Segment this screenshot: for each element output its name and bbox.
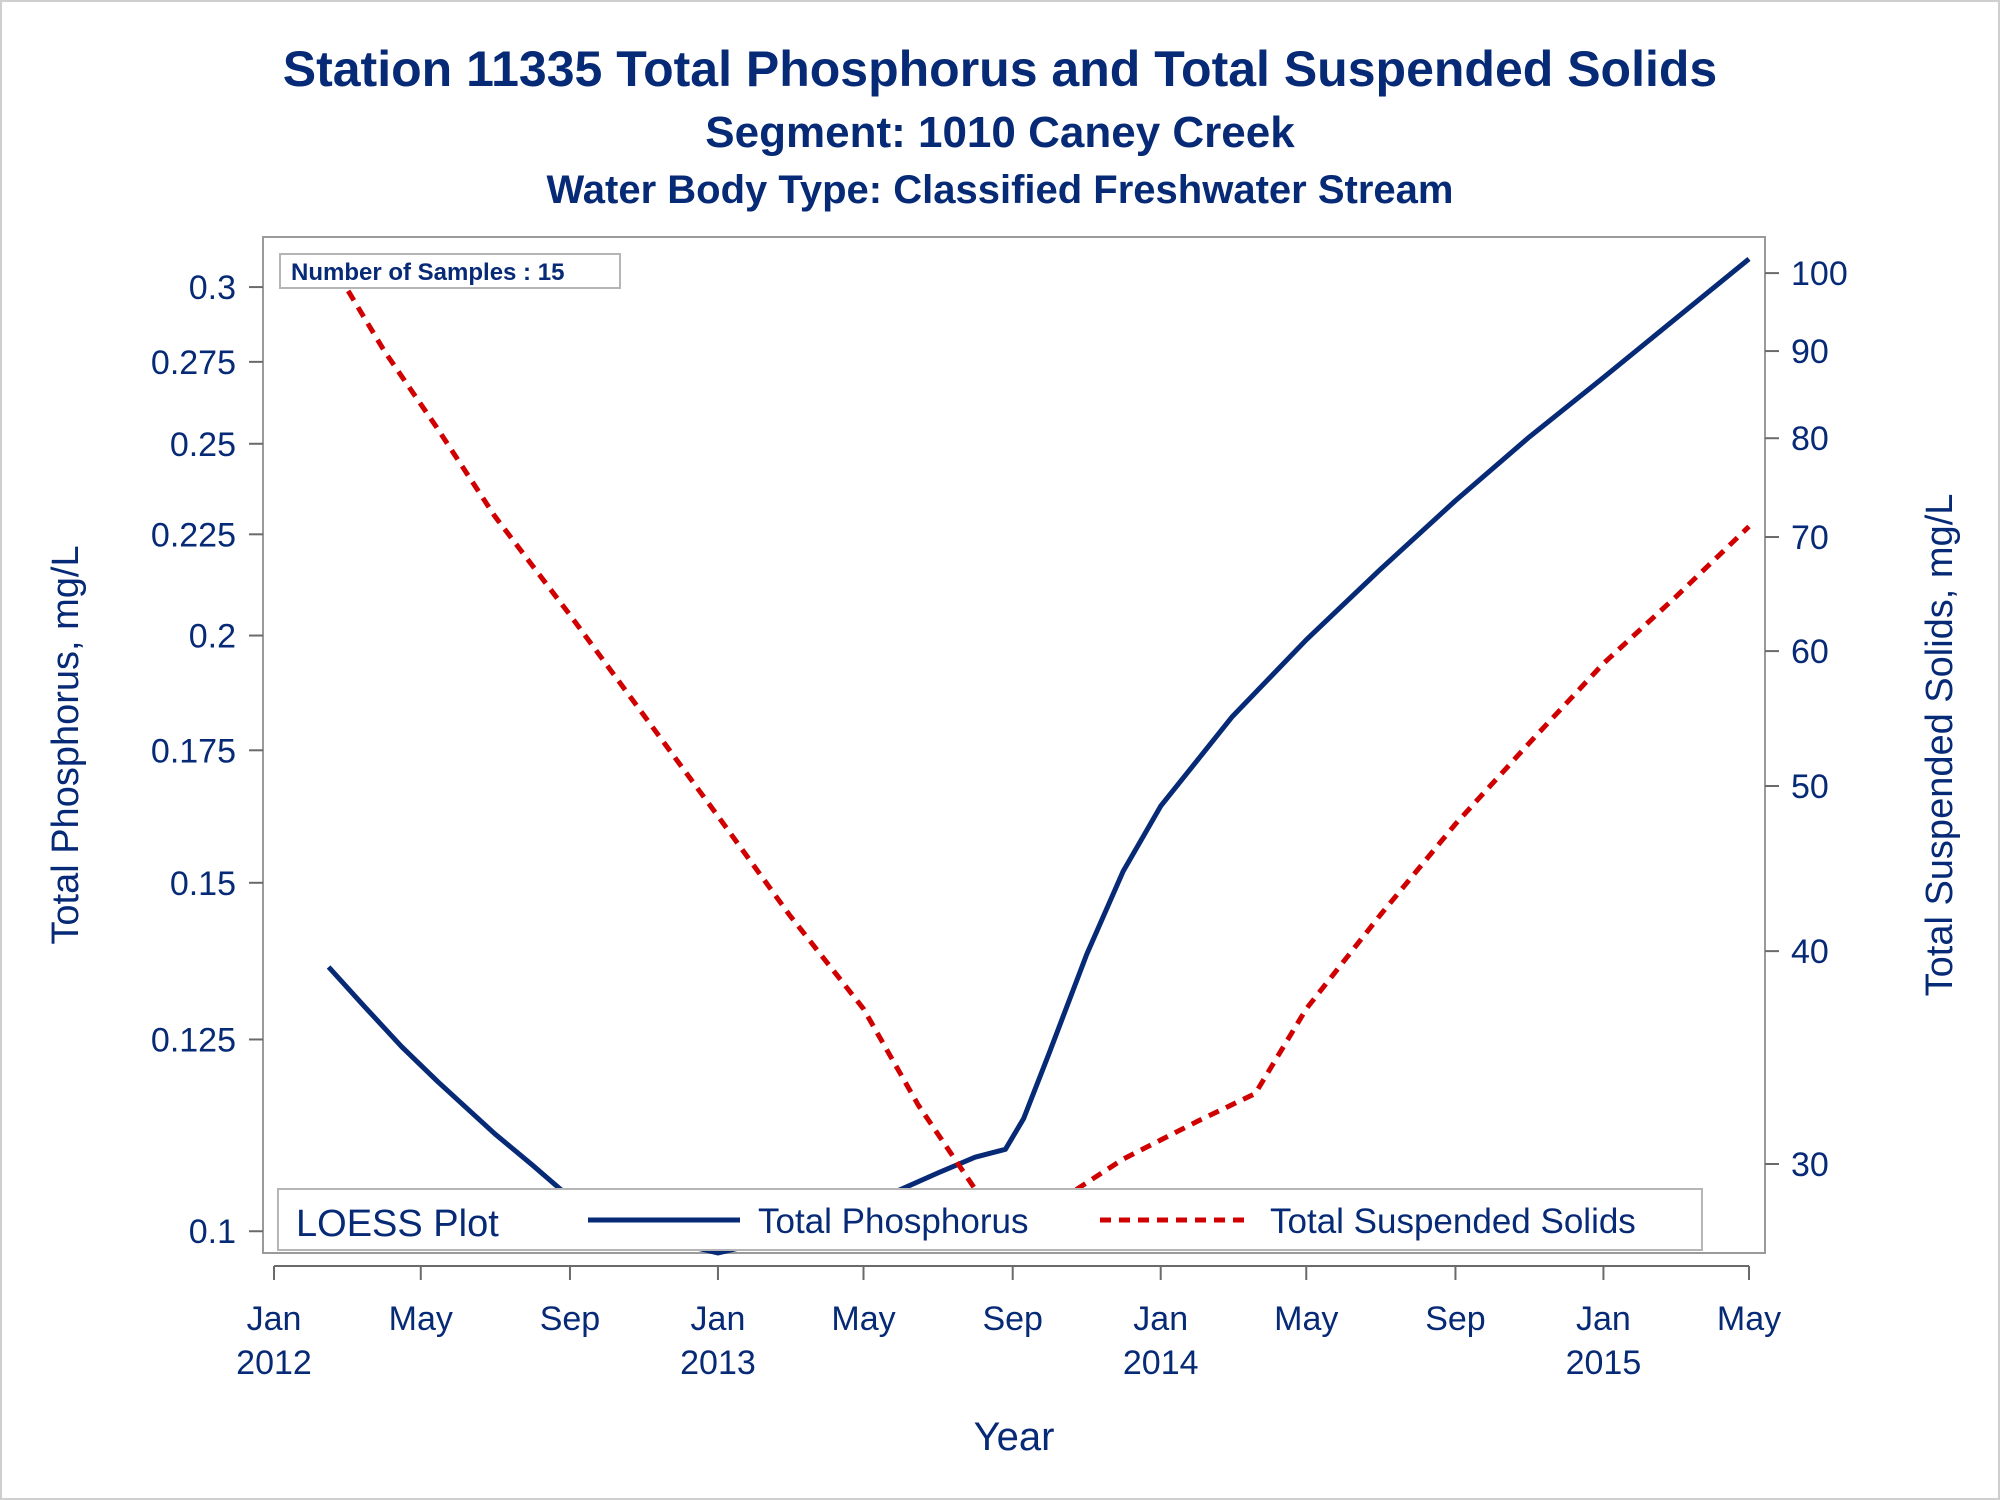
x-tick-label: Sep bbox=[982, 1300, 1043, 1338]
x-tick-year-label: 2013 bbox=[680, 1344, 756, 1382]
y-axis-label: Total Phosphorus, mg/L bbox=[45, 545, 87, 944]
y-tick-label: 0.25 bbox=[170, 426, 236, 464]
y-tick-label: 0.1 bbox=[189, 1213, 236, 1251]
x-tick-label: Jan bbox=[1576, 1300, 1631, 1338]
left-axis: 0.1 0.125 0.15 0.175 0.2 0.225 0.25 0.275 0.3 bbox=[151, 269, 263, 1251]
x-tick-label: May bbox=[1717, 1300, 1781, 1338]
sample-count-box bbox=[279, 253, 621, 289]
y2-tick-label: 50 bbox=[1791, 768, 1829, 806]
y-tick-label: 0.2 bbox=[189, 618, 236, 656]
y-tick-label: 0.275 bbox=[151, 344, 236, 382]
x-tick-label: May bbox=[389, 1300, 453, 1338]
legend-title: LOESS Plot bbox=[296, 1203, 499, 1245]
y2-tick-label: 90 bbox=[1791, 333, 1829, 371]
y-tick-label: 0.125 bbox=[151, 1021, 236, 1059]
y2-tick-label: 40 bbox=[1791, 933, 1829, 971]
y-tick-label: 0.3 bbox=[189, 269, 236, 307]
bottom-axis: Jan 2012 May Sep Jan 2013 May Sep Jan 2014 May Sep J… bbox=[236, 1266, 1781, 1382]
x-tick-label: May bbox=[1274, 1300, 1338, 1338]
series-line-total-phosphorus bbox=[326, 256, 1751, 1256]
y2-axis-label: Total Suspended Solids, mg/L bbox=[1919, 494, 1961, 997]
x-tick-year-label: 2012 bbox=[236, 1344, 312, 1382]
x-tick-year-label: 2015 bbox=[1566, 1344, 1642, 1382]
legend-label-suspended-solids: Total Suspended Solids bbox=[1270, 1202, 1636, 1241]
chart-title: Station 11335 Total Phosphorus and Total… bbox=[282, 41, 1718, 97]
x-tick-label: May bbox=[831, 1300, 895, 1338]
y2-tick-label: 100 bbox=[1791, 255, 1848, 293]
x-tick-year-label: 2014 bbox=[1123, 1344, 1199, 1382]
chart-subtitle: Segment: 1010 Caney Creek bbox=[705, 108, 1295, 157]
legend-label-phosphorus: Total Phosphorus bbox=[758, 1202, 1028, 1241]
x-tick-label: Sep bbox=[540, 1300, 601, 1338]
x-axis-label: Year bbox=[974, 1415, 1055, 1459]
right-axis: 30 40 50 60 70 80 90 100 bbox=[1765, 255, 1848, 1184]
y-tick-label: 0.175 bbox=[151, 732, 236, 770]
legend-box bbox=[277, 1188, 1703, 1251]
chart-subtitle-2: Water Body Type: Classified Freshwater S… bbox=[546, 168, 1454, 212]
x-tick-label: Jan bbox=[691, 1300, 746, 1338]
y2-tick-label: 30 bbox=[1791, 1146, 1829, 1184]
y2-tick-label: 70 bbox=[1791, 519, 1829, 557]
y-tick-label: 0.15 bbox=[170, 865, 236, 903]
x-tick-label: Jan bbox=[1133, 1300, 1188, 1338]
sample-count-annotation: Number of Samples : 15 bbox=[291, 259, 564, 286]
y-tick-label: 0.225 bbox=[151, 516, 236, 554]
y2-tick-label: 60 bbox=[1791, 633, 1829, 671]
y2-tick-label: 80 bbox=[1791, 420, 1829, 458]
plot-area bbox=[262, 236, 1766, 1254]
x-tick-label: Sep bbox=[1425, 1300, 1486, 1338]
x-tick-label: Jan bbox=[247, 1300, 302, 1338]
legend: LOESS Plot Total Phosphorus Total Suspen… bbox=[277, 1188, 1703, 1251]
